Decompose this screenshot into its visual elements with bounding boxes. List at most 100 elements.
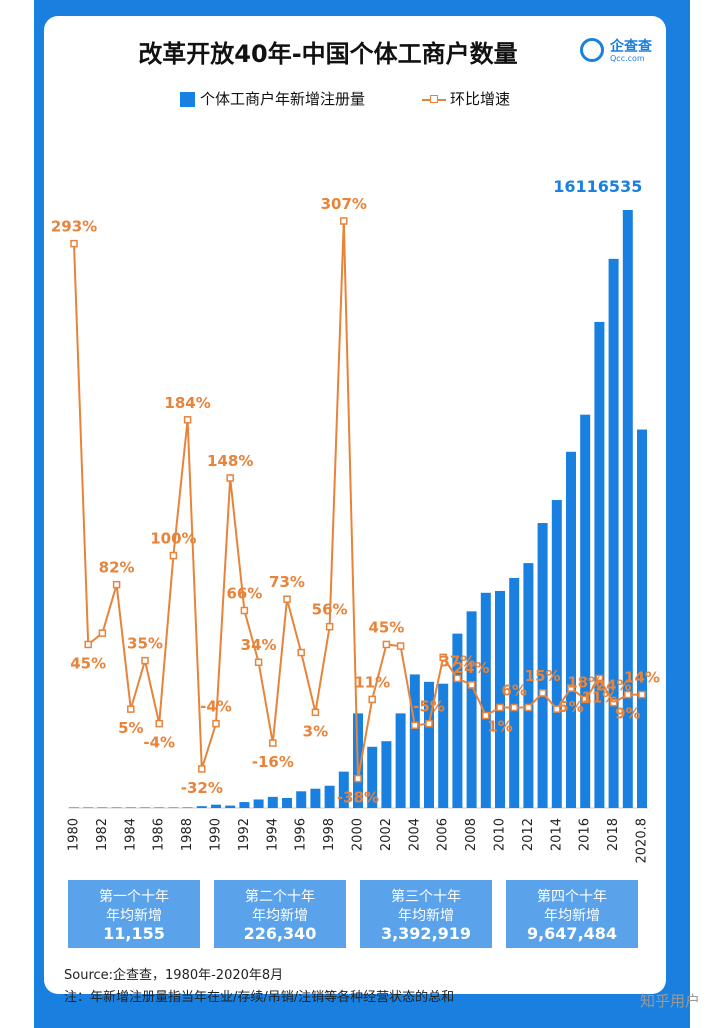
note-text: 注：年新增注册量指当年在业/存续/吊销/注销等各种经营状态的总和 xyxy=(64,990,455,1005)
line-point-1982 xyxy=(98,629,107,637)
line-data-label: 3% xyxy=(303,722,328,740)
bar-2007 xyxy=(452,633,463,808)
line-data-label: -4% xyxy=(200,698,232,716)
line-point-2010 xyxy=(496,703,504,712)
bar-2017 xyxy=(594,321,605,808)
line-point-2002 xyxy=(382,640,391,649)
line-data-label: 5% xyxy=(118,719,143,737)
line-point-1986 xyxy=(155,719,163,728)
line-point-1997 xyxy=(311,708,320,717)
decade-box-4: 第四个十年 年均新增 9,647,484 xyxy=(506,880,638,948)
line-data-label: 45% xyxy=(368,618,404,636)
qcc-logo-sub: Qcc.com xyxy=(610,54,645,63)
x-tick-label: 2018 xyxy=(606,818,621,851)
x-tick-label: 1982 xyxy=(95,818,110,851)
line-data-label: 293% xyxy=(51,218,97,236)
line-point-1983 xyxy=(112,580,121,589)
chart-title: 改革开放40年-中国个体工商户数量 xyxy=(138,40,518,68)
line-point-2009 xyxy=(482,711,490,720)
x-tick-label: 2012 xyxy=(521,818,536,851)
bar-1994 xyxy=(267,796,278,808)
x-tick-label: 2014 xyxy=(549,818,564,851)
line-data-label: 5% xyxy=(558,698,583,716)
bar-2006 xyxy=(438,683,449,808)
line-point-2005 xyxy=(425,719,433,728)
bar-1996 xyxy=(296,791,307,808)
source-text: Source:企查查，1980年-2020年8月 xyxy=(64,968,284,983)
bar-2015 xyxy=(566,451,576,808)
line-data-label: 307% xyxy=(321,195,367,213)
line-data-label: 56% xyxy=(312,601,348,619)
line-data-label: 15% xyxy=(525,667,561,685)
line-data-label: 14% xyxy=(624,669,660,687)
decade-box-subtitle: 年均新增 xyxy=(398,908,454,924)
line-data-label: 24% xyxy=(454,659,490,677)
decade-box-title: 第一个十年 xyxy=(99,889,169,905)
line-point-1996 xyxy=(297,648,305,657)
x-tick-label: 2016 xyxy=(578,818,593,851)
bar-1988 xyxy=(182,807,193,808)
line-point-2013 xyxy=(538,689,547,697)
bar-1983 xyxy=(111,807,122,808)
legend-bar-label: 个体工商户年新增注册量 xyxy=(200,90,366,108)
bar-1998 xyxy=(324,785,335,808)
x-tick-label: 1990 xyxy=(209,818,224,851)
line-data-label: -4% xyxy=(143,734,175,752)
qcc-logo-icon xyxy=(580,38,604,62)
bar-1980 xyxy=(69,807,79,808)
line-point-2012 xyxy=(524,703,533,712)
bar-1984 xyxy=(125,807,136,808)
line-point-2008 xyxy=(467,681,476,689)
decade-box-subtitle: 年均新增 xyxy=(544,908,600,924)
line-point-1984 xyxy=(127,705,135,713)
line-data-label: 73% xyxy=(269,573,305,591)
line-data-label: 184% xyxy=(164,394,210,412)
line-point-1999 xyxy=(340,217,348,225)
line-point-2018 xyxy=(609,698,618,707)
line-point-1991 xyxy=(226,474,234,482)
line-point-1993 xyxy=(254,658,263,666)
bar-2011 xyxy=(509,577,520,808)
x-tick-label: 2002 xyxy=(379,818,394,851)
legend-line-label: 环比增速 xyxy=(450,90,511,108)
x-tick-label: 2008 xyxy=(464,818,479,851)
bar-1997 xyxy=(310,788,321,808)
line-data-label: 148% xyxy=(207,452,253,470)
line-data-label: 34% xyxy=(241,636,277,654)
line-data-label: 37% xyxy=(439,652,475,670)
decade-box-subtitle: 年均新增 xyxy=(106,908,162,924)
decade-box-1: 第一个十年 年均新增 11,155 xyxy=(68,880,200,948)
decade-box-3: 第三个十年 年均新增 3,392,919 xyxy=(360,880,492,948)
bar-1992 xyxy=(239,802,250,808)
line-point-1992 xyxy=(240,606,249,615)
bar-1993 xyxy=(253,799,264,808)
x-tick-label: 1980 xyxy=(67,818,82,851)
bar-2004 xyxy=(409,674,420,808)
x-tick-label: 1986 xyxy=(152,818,167,851)
line-data-label: 11% xyxy=(354,673,390,691)
x-tick-label: 2020.8 xyxy=(635,818,650,864)
line-point-2007 xyxy=(453,674,462,683)
x-tick-label: 1996 xyxy=(294,818,309,851)
x-tick-label: 2004 xyxy=(407,818,422,851)
decade-box-value: 11,155 xyxy=(103,924,165,943)
x-tick-label: 2006 xyxy=(436,818,451,851)
qcc-logo: 企查查 Qcc.com xyxy=(580,36,664,66)
decade-box-subtitle: 年均新增 xyxy=(252,908,308,924)
line-data-label: 45% xyxy=(70,654,106,672)
line-point-1990 xyxy=(212,719,220,728)
bar-2002 xyxy=(381,741,392,808)
x-tick-label: 1992 xyxy=(237,818,252,851)
x-tick-label: 2000 xyxy=(351,818,366,851)
bar-1990 xyxy=(211,804,221,808)
line-point-2001 xyxy=(368,695,376,704)
bar-1981 xyxy=(83,807,94,808)
line-data-label: 9% xyxy=(615,705,640,723)
line-data-label: 100% xyxy=(150,530,196,548)
legend-line-marker xyxy=(430,95,438,103)
line-data-label: -16% xyxy=(252,753,294,771)
bar-2016 xyxy=(580,414,591,808)
line-data-label: 11% xyxy=(581,688,617,706)
line-data-label: 6% xyxy=(501,681,526,699)
line-point-1988 xyxy=(183,416,192,424)
